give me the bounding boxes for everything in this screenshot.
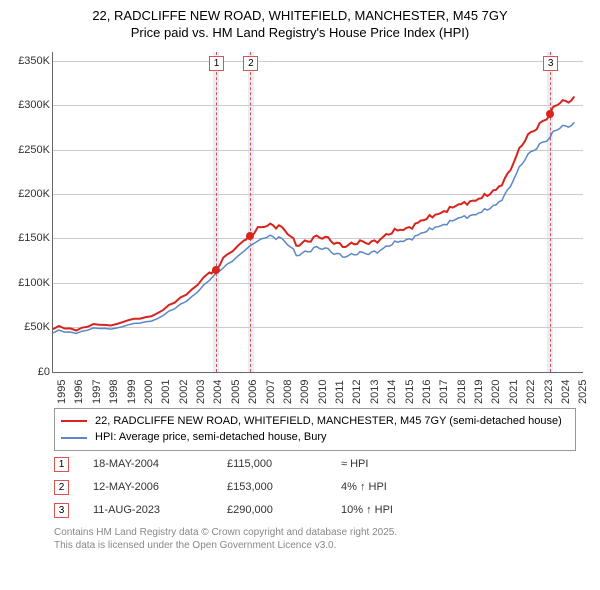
sale-point [246,232,254,240]
legend-item: HPI: Average price, semi-detached house,… [61,429,569,446]
sale-diff: 4% ↑ HPI [341,481,441,493]
chart-container: 22, RADCLIFFE NEW ROAD, WHITEFIELD, MANC… [0,0,600,558]
sale-price: £290,000 [227,504,317,516]
sale-point [212,266,220,274]
x-axis-label: 2008 [282,379,294,403]
x-axis-label: 2015 [404,379,416,403]
x-axis-label: 2019 [473,379,485,403]
sale-marker: 2 [243,56,258,71]
sale-marker: 2 [54,480,69,495]
x-axis-label: 2012 [351,379,363,403]
sale-date: 11-AUG-2023 [93,504,203,516]
x-axis-label: 2016 [421,379,433,403]
sale-row: 2 12-MAY-2006 £153,000 4% ↑ HPI [54,480,590,495]
sale-price: £115,000 [227,458,317,470]
legend-item: 22, RADCLIFFE NEW ROAD, WHITEFIELD, MANC… [61,413,569,430]
y-axis-label: £50K [10,321,50,333]
sale-marker: 1 [54,457,69,472]
x-axis-label: 2003 [195,379,207,403]
sales-table: 1 18-MAY-2004 £115,000 ≈ HPI 2 12-MAY-2006 £15… [54,457,590,518]
x-axis-label: 2017 [438,379,450,403]
sale-marker: 3 [543,56,558,71]
series-line [53,122,574,333]
sale-point [546,110,554,118]
sale-date: 18-MAY-2004 [93,458,203,470]
footer-line2: This data is licensed under the Open Gov… [54,539,590,552]
x-axis-label: 2023 [543,379,555,403]
sale-row: 1 18-MAY-2004 £115,000 ≈ HPI [54,457,590,472]
footer-line1: Contains HM Land Registry data © Crown c… [54,526,590,539]
x-axis-label: 2000 [143,379,155,403]
series-line [53,96,574,330]
y-axis-label: £100K [10,277,50,289]
line-series [53,52,583,372]
plot-area: 1 2 3 [52,52,583,373]
chart-area: £0 £50K £100K £150K £200K £250K £300K £350K 1 2 3… [10,46,590,406]
x-axis-label: 2004 [212,379,224,403]
sale-price: £153,000 [227,481,317,493]
sale-diff: ≈ HPI [341,458,441,470]
sale-date: 12-MAY-2006 [93,481,203,493]
y-axis-label: £200K [10,188,50,200]
y-axis-label: £350K [10,55,50,67]
x-axis-label: 2002 [178,379,190,403]
y-axis-label: £0 [10,366,50,378]
x-axis-label: 1999 [126,379,138,403]
x-axis-label: 2009 [299,379,311,403]
x-axis-label: 2025 [577,379,589,403]
x-axis-label: 2014 [386,379,398,403]
x-axis-label: 2011 [334,380,346,404]
x-axis-label: 2006 [247,379,259,403]
x-axis-label: 2020 [490,379,502,403]
title-address: 22, RADCLIFFE NEW ROAD, WHITEFIELD, MANC… [10,8,590,25]
x-axis-label: 1995 [56,379,68,403]
x-axis-label: 2021 [508,379,520,403]
legend-label: 22, RADCLIFFE NEW ROAD, WHITEFIELD, MANC… [95,413,562,430]
y-axis-label: £300K [10,99,50,111]
x-axis-label: 2022 [525,379,537,403]
x-axis-label: 2010 [317,379,329,403]
legend: 22, RADCLIFFE NEW ROAD, WHITEFIELD, MANC… [54,408,576,451]
sale-diff: 10% ↑ HPI [341,504,441,516]
chart-title: 22, RADCLIFFE NEW ROAD, WHITEFIELD, MANC… [10,8,590,42]
sale-marker: 1 [209,56,224,71]
legend-swatch [61,437,87,439]
x-axis-label: 2007 [265,379,277,403]
title-subtitle: Price paid vs. HM Land Registry's House … [10,25,590,42]
y-axis-label: £250K [10,144,50,156]
sale-marker: 3 [54,503,69,518]
x-axis-label: 2024 [560,379,572,403]
x-axis-label: 1996 [73,379,85,403]
legend-label: HPI: Average price, semi-detached house,… [95,429,327,446]
legend-swatch [61,420,87,422]
y-axis-label: £150K [10,232,50,244]
x-axis-label: 2013 [369,379,381,403]
x-axis-label: 2001 [160,379,172,403]
x-axis-label: 2005 [230,379,242,403]
x-axis-label: 1997 [91,379,103,403]
sale-row: 3 11-AUG-2023 £290,000 10% ↑ HPI [54,503,590,518]
x-axis-label: 2018 [456,379,468,403]
x-axis-label: 1998 [108,379,120,403]
footer-attribution: Contains HM Land Registry data © Crown c… [54,526,590,552]
